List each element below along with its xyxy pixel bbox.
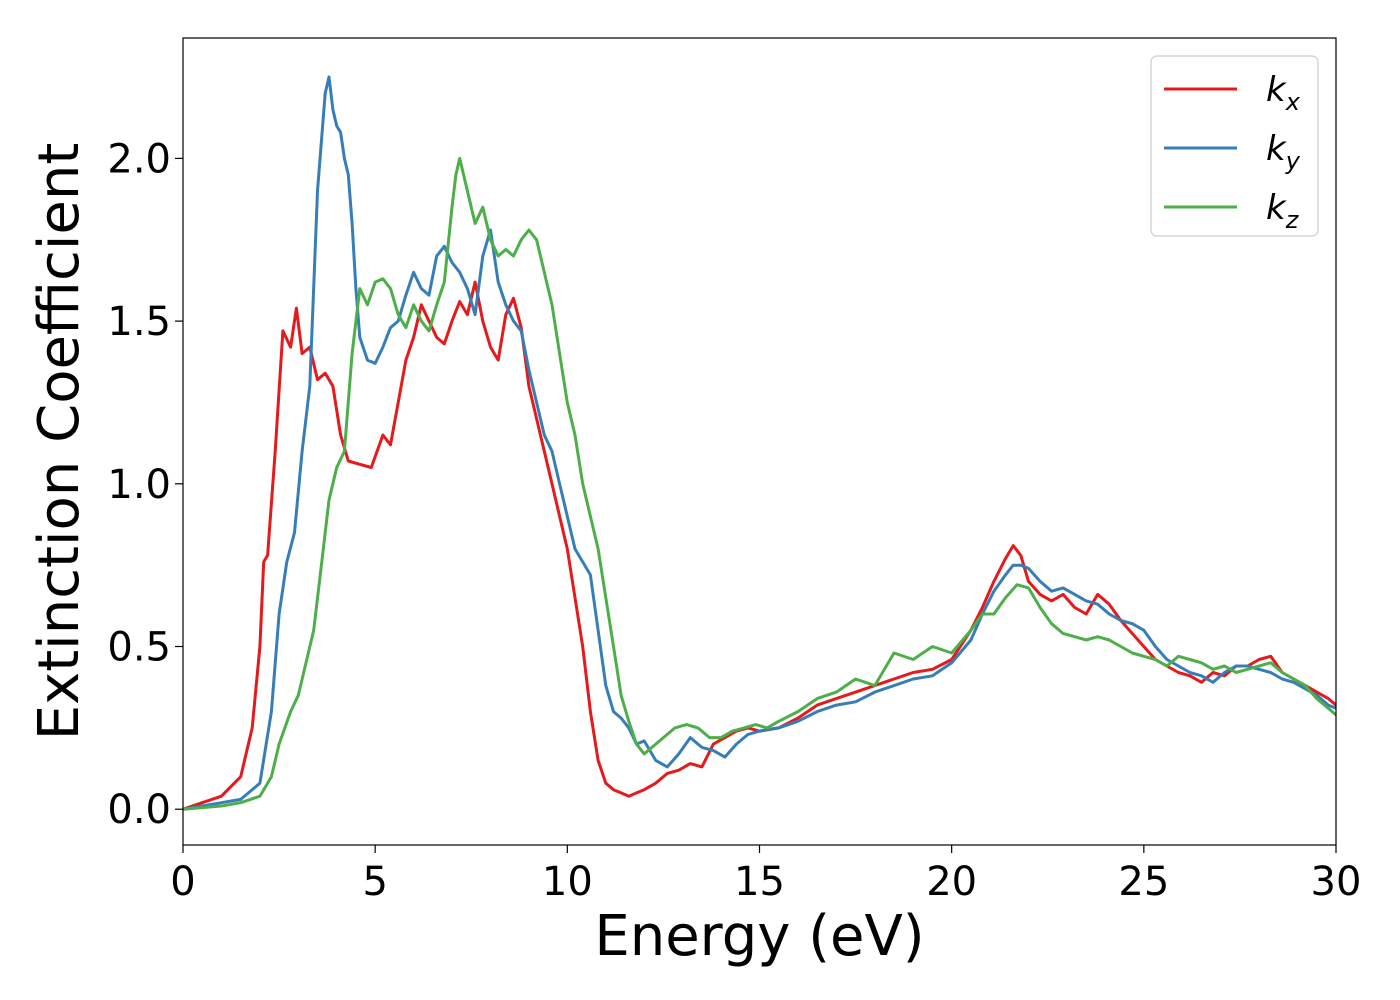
x-tick-label: 10 <box>542 859 593 905</box>
legend-box <box>1150 55 1319 237</box>
legend-item-z: kz <box>1164 188 1300 234</box>
legend-label-main: k <box>1266 188 1287 228</box>
series-layer <box>183 75 1336 811</box>
y-tick-label: 0.0 <box>107 787 171 833</box>
x-axis-title: Energy (eV) <box>594 904 924 969</box>
x-tick-label: 30 <box>1311 859 1362 905</box>
x-tick-label: 5 <box>362 859 387 905</box>
legend-label-main: k <box>1266 70 1287 110</box>
y-tick-label: 1.5 <box>107 299 171 345</box>
legend-label-subscript: x <box>1285 88 1301 116</box>
axes-layer: 0 5 10 15 20 25 30 0.0 0.5 1.0 1.5 2.0 Energy (eV) Ex… <box>27 37 1362 969</box>
legend-label-subscript: y <box>1285 147 1301 175</box>
legend-label-y: ky <box>1266 129 1301 175</box>
legend-label-z: kz <box>1266 188 1300 234</box>
x-tick-label: 0 <box>170 859 195 905</box>
x-tick-label: 15 <box>734 859 785 905</box>
series-line-x <box>183 280 1336 811</box>
legend-label-subscript: z <box>1285 206 1300 234</box>
plot-background <box>183 38 1336 845</box>
y-tick-label: 0.5 <box>107 625 171 671</box>
y-tick-label: 1.0 <box>107 462 171 508</box>
legend-label-main: k <box>1266 129 1287 169</box>
legend-item-x: kx <box>1164 70 1301 116</box>
series-line-z <box>183 156 1336 811</box>
series-line-y <box>183 75 1336 811</box>
legend-label-x: kx <box>1266 70 1301 116</box>
legend-item-y: ky <box>1164 129 1301 175</box>
y-axis-title: Extinction Coefficient <box>27 143 92 741</box>
plot-area <box>183 38 1336 845</box>
x-tick-label: 20 <box>926 859 977 905</box>
x-tick-label: 25 <box>1118 859 1169 905</box>
y-tick-label: 2.0 <box>107 136 171 182</box>
